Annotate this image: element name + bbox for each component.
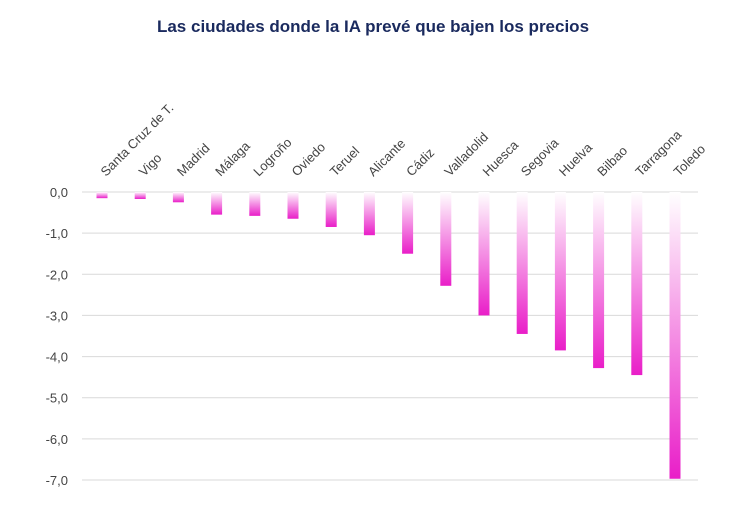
bar xyxy=(172,192,184,203)
y-tick-label: -7,0 xyxy=(46,473,68,488)
gridlines xyxy=(82,191,698,481)
y-tick-label: -6,0 xyxy=(46,432,68,447)
bar xyxy=(631,192,643,376)
y-axis-ticks: 0,0 -1,0 -2,0 -3,0 -4,0 -5,0 -6,0 -7,0 xyxy=(46,185,68,488)
x-category-label: Bilbao xyxy=(594,143,630,179)
bar xyxy=(249,192,261,216)
x-category-label: Huelva xyxy=(556,139,596,179)
x-category-label: Málaga xyxy=(212,138,253,179)
bar xyxy=(554,192,566,351)
y-tick-label: -1,0 xyxy=(46,226,68,241)
bar xyxy=(516,192,528,334)
chart-title: Las ciudades donde la IA prevé que bajen… xyxy=(156,17,590,36)
bar xyxy=(478,192,490,316)
x-category-label: Alicante xyxy=(365,136,408,179)
x-category-label: Madrid xyxy=(174,140,213,179)
x-category-label: Teruel xyxy=(327,143,363,179)
bar xyxy=(287,192,299,219)
bar xyxy=(363,192,375,236)
bars xyxy=(96,192,681,479)
x-category-label: Segovia xyxy=(518,135,562,179)
y-tick-label: -2,0 xyxy=(46,267,68,282)
bar xyxy=(134,192,146,199)
x-category-label: Cádiz xyxy=(403,145,437,179)
bar xyxy=(211,192,223,215)
x-axis-labels: Santa Cruz de T.Vigo Madrid MálagaLogroñoO… xyxy=(98,100,709,179)
bar xyxy=(325,192,337,227)
bar xyxy=(402,192,414,254)
x-category-label: Logroño xyxy=(250,135,294,179)
x-category-label: Vigo xyxy=(136,150,165,179)
bar xyxy=(593,192,605,369)
y-tick-label: -5,0 xyxy=(46,391,68,406)
bar xyxy=(669,192,681,479)
bar xyxy=(440,192,452,286)
x-category-label: Toledo xyxy=(671,141,709,179)
y-tick-label: -4,0 xyxy=(46,350,68,365)
y-tick-label: -3,0 xyxy=(46,308,68,323)
y-tick-label: 0,0 xyxy=(50,185,68,200)
bar xyxy=(96,192,108,199)
